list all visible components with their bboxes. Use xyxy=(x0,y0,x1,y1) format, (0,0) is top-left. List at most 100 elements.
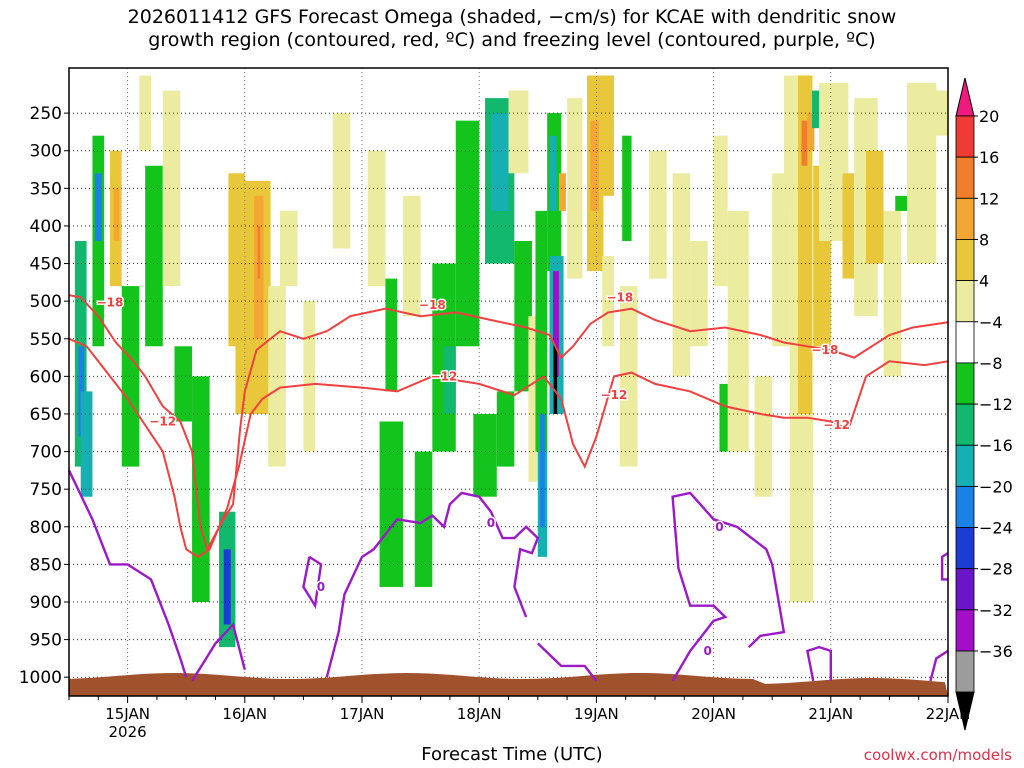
colorbar-label: 16 xyxy=(979,148,999,167)
omega-cell xyxy=(535,210,548,452)
colorbar-swatch xyxy=(955,485,975,528)
colorbar-label: −20 xyxy=(979,477,1013,496)
contours: −18 −18 −18 −18 −12 −12 −12 −12 0 0 0 0 xyxy=(67,289,949,682)
omega-cell xyxy=(174,346,193,422)
x-tick-label: 17JAN xyxy=(340,705,385,723)
omega-cell xyxy=(649,150,667,279)
colorbar-swatch xyxy=(955,280,975,323)
colorbar-label: −36 xyxy=(979,642,1013,661)
contour-label-minus12: −12 xyxy=(601,388,628,402)
colorbar-top-triangle xyxy=(955,77,975,117)
y-tick-label: 900 xyxy=(30,593,62,613)
ground-surface xyxy=(69,673,948,696)
colorbar-swatch xyxy=(955,403,975,446)
x-tick-label: 16JAN xyxy=(222,705,267,723)
omega-cell xyxy=(540,413,545,527)
omega-cell xyxy=(558,173,566,211)
omega-cell xyxy=(883,210,902,377)
y-tick-label: 350 xyxy=(30,179,62,199)
contour-label-minus18: −18 xyxy=(606,290,633,304)
y-tick-label: 450 xyxy=(30,255,62,275)
colorbar-label: −12 xyxy=(979,395,1013,414)
omega-cell xyxy=(772,173,790,347)
omega-cell xyxy=(257,225,261,279)
omega-cell xyxy=(672,173,691,377)
omega-cell xyxy=(379,421,404,587)
contour-freezing-level xyxy=(671,491,786,682)
contour-label-minus12: −12 xyxy=(823,418,850,432)
contour-freezing-level xyxy=(67,469,188,678)
contour-label-minus12: −12 xyxy=(431,369,458,383)
x-tick-label: 20JAN xyxy=(691,705,736,723)
omega-cell xyxy=(367,150,386,287)
omega-cell xyxy=(113,188,120,241)
colorbar-label: −32 xyxy=(979,601,1013,620)
colorbar-label: −16 xyxy=(979,436,1013,455)
omega-cell xyxy=(783,75,796,211)
omega-cell xyxy=(842,173,855,279)
y-tick-label: 250 xyxy=(30,104,62,124)
y-tick-label: 400 xyxy=(30,217,62,237)
y-tick-label: 700 xyxy=(30,443,62,463)
omega-cell xyxy=(235,180,271,414)
y-axis: 250 300 350 400 450 500 550 600 650 700 750 800 850 9… xyxy=(19,104,69,688)
colorbar-label: 4 xyxy=(979,272,989,291)
y-tick-label: 550 xyxy=(30,330,62,350)
contour-freezing-level xyxy=(191,622,246,682)
colorbar-swatch xyxy=(955,239,975,282)
omega-cell xyxy=(553,271,559,377)
omega-cell xyxy=(553,346,558,414)
colorbar-label: 20 xyxy=(979,107,999,126)
colorbar-swatch xyxy=(955,650,975,693)
omega-cell xyxy=(622,135,632,241)
ground-band xyxy=(69,673,948,696)
y-tick-label: 600 xyxy=(30,367,62,387)
omega-cell xyxy=(473,413,497,497)
omega-cell xyxy=(590,120,599,211)
omega-cell xyxy=(455,120,480,347)
colorbar: 20 16 12 8 4 −4 −8 −12 −16 −20 −24 −28 −32 −36 xyxy=(955,77,1013,731)
omega-cell xyxy=(514,240,532,392)
omega-cell xyxy=(80,391,93,497)
x-tick-year-label: 2026 xyxy=(109,723,147,741)
omega-cell xyxy=(895,195,907,211)
contour-label-minus18: −18 xyxy=(97,296,124,310)
omega-cell xyxy=(121,286,140,467)
colorbar-bottom-triangle xyxy=(955,691,975,731)
x-tick-label: 21JAN xyxy=(808,705,853,723)
colorbar-label: −24 xyxy=(979,519,1013,538)
omega-cell xyxy=(602,256,614,347)
colorbar-swatch xyxy=(955,362,975,405)
contour-label-freezing: 0 xyxy=(715,520,723,534)
omega-cell xyxy=(192,376,210,602)
x-tick-label: 19JAN xyxy=(574,705,619,723)
contour-label-freezing: 0 xyxy=(487,516,495,530)
omega-cell xyxy=(403,195,421,317)
contour-freezing-level xyxy=(940,552,949,581)
omega-cell xyxy=(865,150,884,264)
x-tick-label: 15JAN xyxy=(105,705,150,723)
omega-cell xyxy=(690,240,708,347)
omega-cell xyxy=(414,451,433,587)
credit-link[interactable]: coolwx.com/models xyxy=(863,746,1012,764)
y-tick-label: 500 xyxy=(30,292,62,312)
contour-minus18 xyxy=(68,294,949,552)
omega-cell xyxy=(528,316,538,482)
omega-cell xyxy=(807,113,815,151)
y-tick-label: 800 xyxy=(30,518,62,538)
colorbar-swatch xyxy=(955,444,975,487)
omega-cell xyxy=(162,90,181,287)
y-tick-label: 1000 xyxy=(19,668,62,688)
contour-freezing-level xyxy=(325,491,540,678)
colorbar-swatch xyxy=(955,527,975,570)
omega-cell xyxy=(567,98,583,279)
omega-cell xyxy=(719,383,732,452)
contour-freezing-level xyxy=(536,642,598,682)
omega-cell xyxy=(223,549,231,625)
omega-cell xyxy=(930,90,948,136)
omega-cell xyxy=(508,90,529,174)
y-tick-label: 750 xyxy=(30,480,62,500)
omega-cell xyxy=(754,376,773,497)
colorbar-label: −28 xyxy=(979,560,1013,579)
